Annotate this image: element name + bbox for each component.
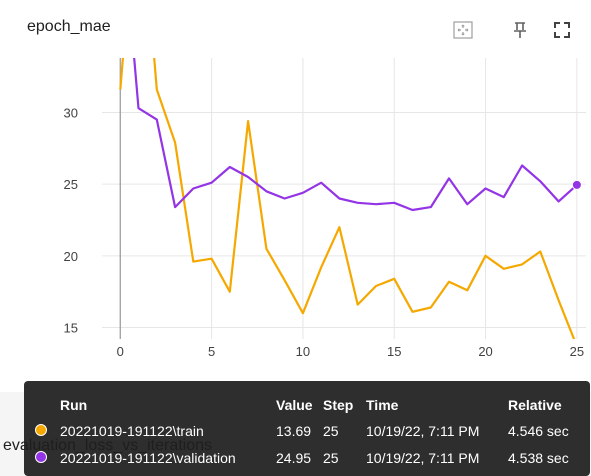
header-step: Step bbox=[323, 397, 354, 413]
tooltip-header: Run Value Step Time Relative bbox=[24, 394, 590, 416]
line-chart[interactable]: 15 20 25 30 0 5 10 15 20 25 bbox=[0, 0, 591, 392]
fit-domain-button[interactable] bbox=[449, 16, 477, 44]
train-swatch-icon bbox=[35, 424, 47, 436]
chart-card: epoch_mae 15 20 25 30 0 5 10 15 20 25 bbox=[0, 0, 591, 392]
y-tick-label: 15 bbox=[64, 321, 78, 336]
fit-domain-icon bbox=[453, 21, 473, 39]
x-tick-label: 25 bbox=[570, 344, 584, 359]
y-tick-label: 25 bbox=[64, 177, 78, 192]
row-relative: 4.538 sec bbox=[508, 450, 569, 466]
pin-button[interactable] bbox=[506, 16, 534, 44]
hover-point bbox=[571, 179, 582, 190]
card-title: epoch_mae bbox=[27, 18, 111, 35]
header-relative: Relative bbox=[508, 397, 562, 413]
x-tick-label: 5 bbox=[208, 344, 215, 359]
row-run: 20221019-191122\train bbox=[60, 423, 204, 439]
x-tick-label: 15 bbox=[387, 344, 401, 359]
pin-icon bbox=[514, 22, 526, 38]
fullscreen-icon bbox=[554, 22, 570, 38]
series-line-0 bbox=[119, 58, 576, 339]
row-value: 24.95 bbox=[276, 450, 312, 466]
header-run: Run bbox=[60, 397, 88, 413]
y-tick-label: 20 bbox=[64, 249, 78, 264]
fullscreen-button[interactable] bbox=[548, 16, 576, 44]
row-time: 10/19/22, 7:11 PM bbox=[366, 450, 480, 466]
row-time: 10/19/22, 7:11 PM bbox=[366, 423, 480, 439]
tooltip-row-validation: 20221019-191122\validation 24.95 25 10/1… bbox=[24, 447, 590, 469]
x-tick-label: 20 bbox=[478, 344, 492, 359]
tooltip-row-train: 20221019-191122\train 13.69 25 10/19/22,… bbox=[24, 420, 590, 442]
series-line-1 bbox=[133, 58, 578, 212]
x-tick-label: 0 bbox=[117, 344, 124, 359]
data-tooltip: Run Value Step Time Relative 20221019-19… bbox=[24, 381, 590, 476]
row-step: 25 bbox=[323, 423, 339, 439]
validation-swatch-icon bbox=[35, 451, 47, 463]
header-time: Time bbox=[366, 397, 399, 413]
row-value: 13.69 bbox=[276, 423, 312, 439]
row-step: 25 bbox=[323, 450, 339, 466]
row-run: 20221019-191122\validation bbox=[60, 450, 236, 466]
header-value: Value bbox=[276, 397, 313, 413]
y-tick-label: 30 bbox=[64, 105, 78, 120]
x-tick-label: 10 bbox=[296, 344, 310, 359]
row-relative: 4.546 sec bbox=[508, 423, 569, 439]
